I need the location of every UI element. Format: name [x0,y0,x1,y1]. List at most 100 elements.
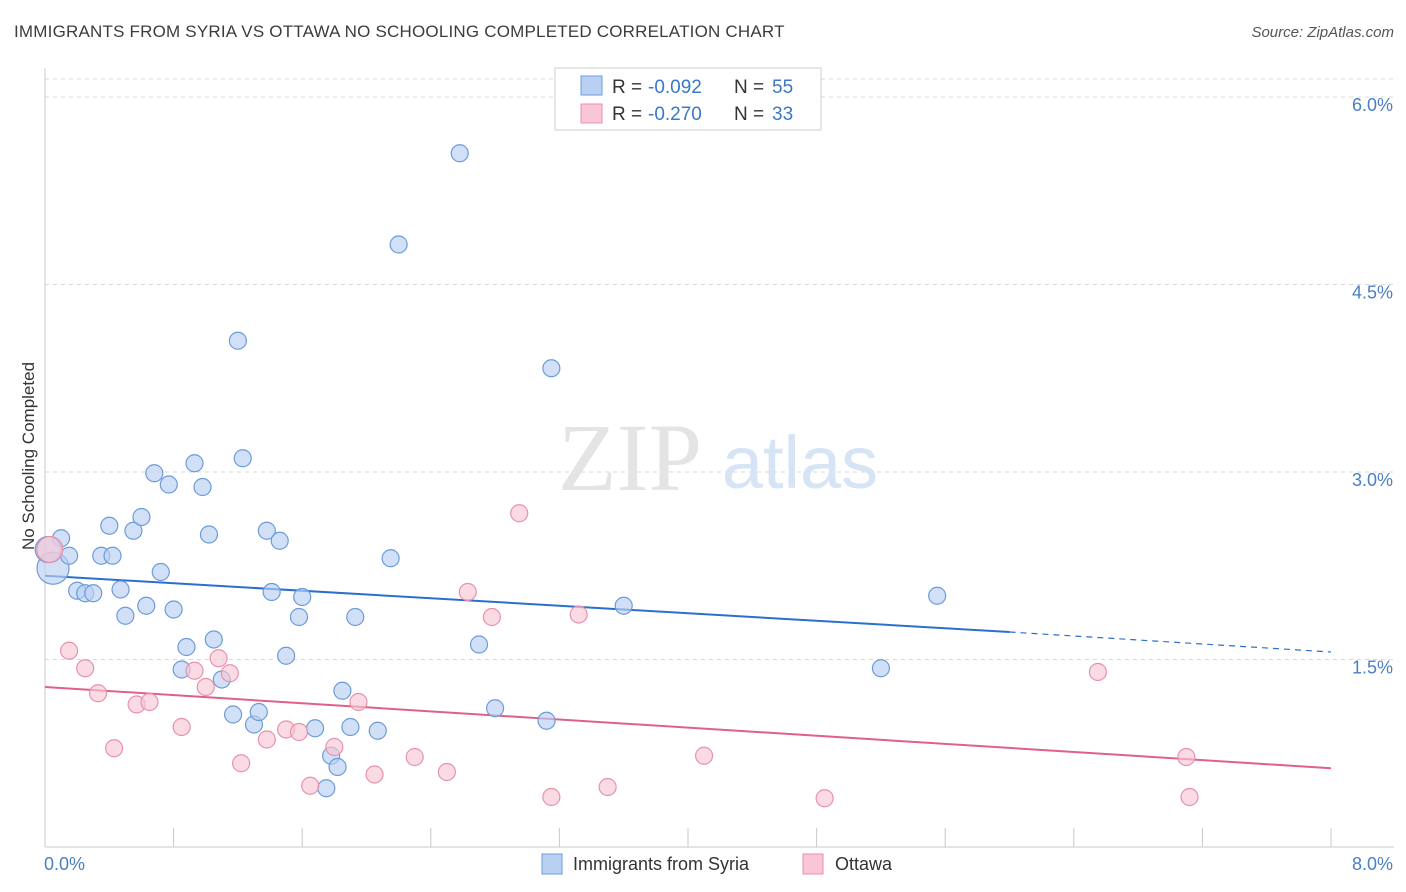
series-legend: Immigrants from Syria Ottawa [541,853,893,875]
data-point-ottawa [60,641,79,660]
data-point-ottawa [220,664,239,683]
legend-swatch-syria [580,75,603,96]
data-point-ottawa [1088,662,1108,682]
legend-r-value-syria: -0.092 [648,77,702,98]
data-point-ottawa [140,692,159,712]
data-point-ottawa [542,787,561,807]
data-point-syria [185,454,204,473]
data-point-syria [333,681,352,700]
data-point-syria [223,705,243,724]
data-point-syria [257,521,276,540]
data-point-syria [116,606,135,625]
data-point-ottawa [209,649,228,668]
trend-line-syria-extrapolated [1009,631,1332,653]
data-point-syria [132,507,151,527]
data-point-syria [270,531,289,550]
data-point-syria [871,659,891,678]
data-point-ottawa [458,582,477,602]
data-point-syria [328,757,347,777]
data-point-ottawa [172,717,191,737]
data-point-ottawa [1180,787,1199,807]
axis-layer: 1.5% 3.0% 4.5% 6.0% 0.0% 8.0% [44,68,1394,874]
data-point-syria [469,635,489,654]
bottom-legend-label-ottawa: Ottawa [835,854,893,874]
data-point-ottawa [76,659,95,678]
chart-source: Source: ZipAtlas.com [1251,24,1394,41]
legend-swatch-ottawa [580,103,603,124]
legend-n-value-ottawa: 33 [772,104,793,125]
correlation-legend: R = -0.092 N = 55 R = -0.270 N = 33 [554,67,822,131]
data-point-syria [137,596,156,615]
data-point-syria [100,516,119,535]
chart-title: IMMIGRANTS FROM SYRIA VS OTTAWA NO SCHOO… [14,22,785,41]
data-point-syria [249,702,268,722]
legend-n-label-syria: N = [734,77,764,98]
data-point-ottawa [325,737,344,757]
bottom-legend-swatch-syria [541,853,563,875]
data-point-syria [228,331,247,350]
data-point-syria [177,637,196,657]
data-point-syria [542,359,561,378]
bottom-legend-label-syria: Immigrants from Syria [573,854,750,874]
data-point-ottawa [437,762,456,782]
y-tick-label: 4.5% [1352,283,1393,303]
data-point-ottawa [349,692,368,712]
data-point-syria [111,580,130,599]
data-point-syria [277,646,296,665]
data-point-ottawa [185,661,204,680]
data-point-syria [164,600,183,619]
data-point-ottawa [482,607,501,627]
trend-layer [44,574,1332,770]
data-point-syria [233,449,252,468]
data-point-ottawa [289,722,309,742]
data-point-syria [486,699,505,718]
legend-n-label-ottawa: N = [734,104,764,125]
data-point-ottawa [598,777,617,797]
data-point-syria [614,596,633,615]
data-point-syria [84,584,103,603]
data-point-syria [103,546,122,565]
legend-r-label-ottawa: R = [612,104,642,125]
data-point-syria [193,477,212,497]
data-point-syria [159,475,178,494]
legend-r-value-ottawa: -0.270 [648,104,702,125]
data-point-ottawa [569,605,588,624]
y-tick-label: 1.5% [1352,658,1393,678]
data-point-ottawa [257,730,276,749]
y-axis-title: No Schooling Completed [19,362,38,550]
data-point-syria [346,607,365,627]
y-tick-label: 6.0% [1352,95,1393,115]
trend-line-ottawa [44,686,1332,770]
data-point-syria [204,630,223,649]
data-point-ottawa [815,789,834,808]
watermark-atlas: atlas [722,421,878,504]
data-point-syria [389,235,408,254]
watermark: ZIP atlas [558,404,878,511]
data-point-syria [199,525,219,544]
data-point-syria [305,719,325,738]
x-tick-label: 8.0% [1352,854,1393,874]
data-point-ottawa [405,747,424,767]
legend-r-label-syria: R = [612,77,642,98]
data-point-syria [293,587,312,607]
data-point-syria [450,144,469,163]
grid-layer [45,78,1394,660]
data-point-syria [145,464,164,483]
watermark-zip: ZIP [558,404,702,511]
data-point-ottawa [88,684,108,703]
data-point-syria [124,521,143,540]
data-point-syria [341,717,360,737]
data-point-ottawa [510,504,529,523]
points-layer [34,144,1199,808]
data-point-syria [928,586,947,605]
data-point-ottawa [301,776,320,795]
data-point-syria [262,582,281,602]
data-point-ottawa [1177,747,1196,767]
data-point-ottawa [36,535,64,564]
data-point-ottawa [196,677,215,697]
y-tick-label: 3.0% [1352,470,1393,490]
data-point-syria [381,549,400,568]
data-point-syria [537,711,556,730]
data-point-syria [368,721,387,740]
